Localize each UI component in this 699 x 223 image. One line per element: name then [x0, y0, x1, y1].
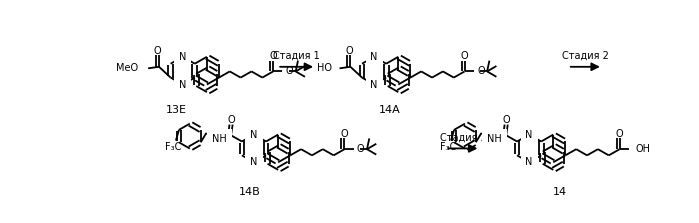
Text: N: N — [370, 80, 378, 89]
Text: Стадия 2: Стадия 2 — [562, 51, 609, 61]
Text: 14A: 14A — [379, 105, 401, 115]
Text: O: O — [227, 115, 235, 125]
Text: O: O — [503, 115, 510, 125]
Text: Стадия 1: Стадия 1 — [273, 51, 320, 61]
Text: O: O — [357, 144, 364, 154]
Text: O: O — [345, 46, 353, 56]
Text: O: O — [461, 51, 468, 61]
Text: NH: NH — [487, 134, 502, 144]
Text: O: O — [340, 129, 348, 139]
Text: OH: OH — [635, 144, 650, 154]
Text: Стадия 3: Стадия 3 — [440, 133, 487, 143]
Text: O: O — [477, 66, 484, 76]
Text: 14: 14 — [553, 187, 567, 197]
Text: N: N — [250, 130, 258, 140]
Text: NH: NH — [212, 134, 226, 144]
Text: F₃C: F₃C — [166, 142, 182, 152]
Text: MeO: MeO — [116, 63, 138, 73]
Text: O: O — [154, 46, 161, 56]
Text: O: O — [269, 51, 277, 61]
Text: N: N — [526, 130, 533, 140]
Text: 13E: 13E — [166, 105, 187, 115]
Text: O: O — [616, 129, 624, 139]
Text: N: N — [179, 80, 187, 89]
Text: 14B: 14B — [239, 187, 261, 197]
Text: F₃C: F₃C — [440, 142, 457, 152]
Text: N: N — [370, 52, 378, 62]
Text: N: N — [526, 157, 533, 167]
Text: HO: HO — [317, 63, 332, 73]
Text: O: O — [286, 66, 293, 76]
Text: N: N — [179, 52, 187, 62]
Text: N: N — [250, 157, 258, 167]
